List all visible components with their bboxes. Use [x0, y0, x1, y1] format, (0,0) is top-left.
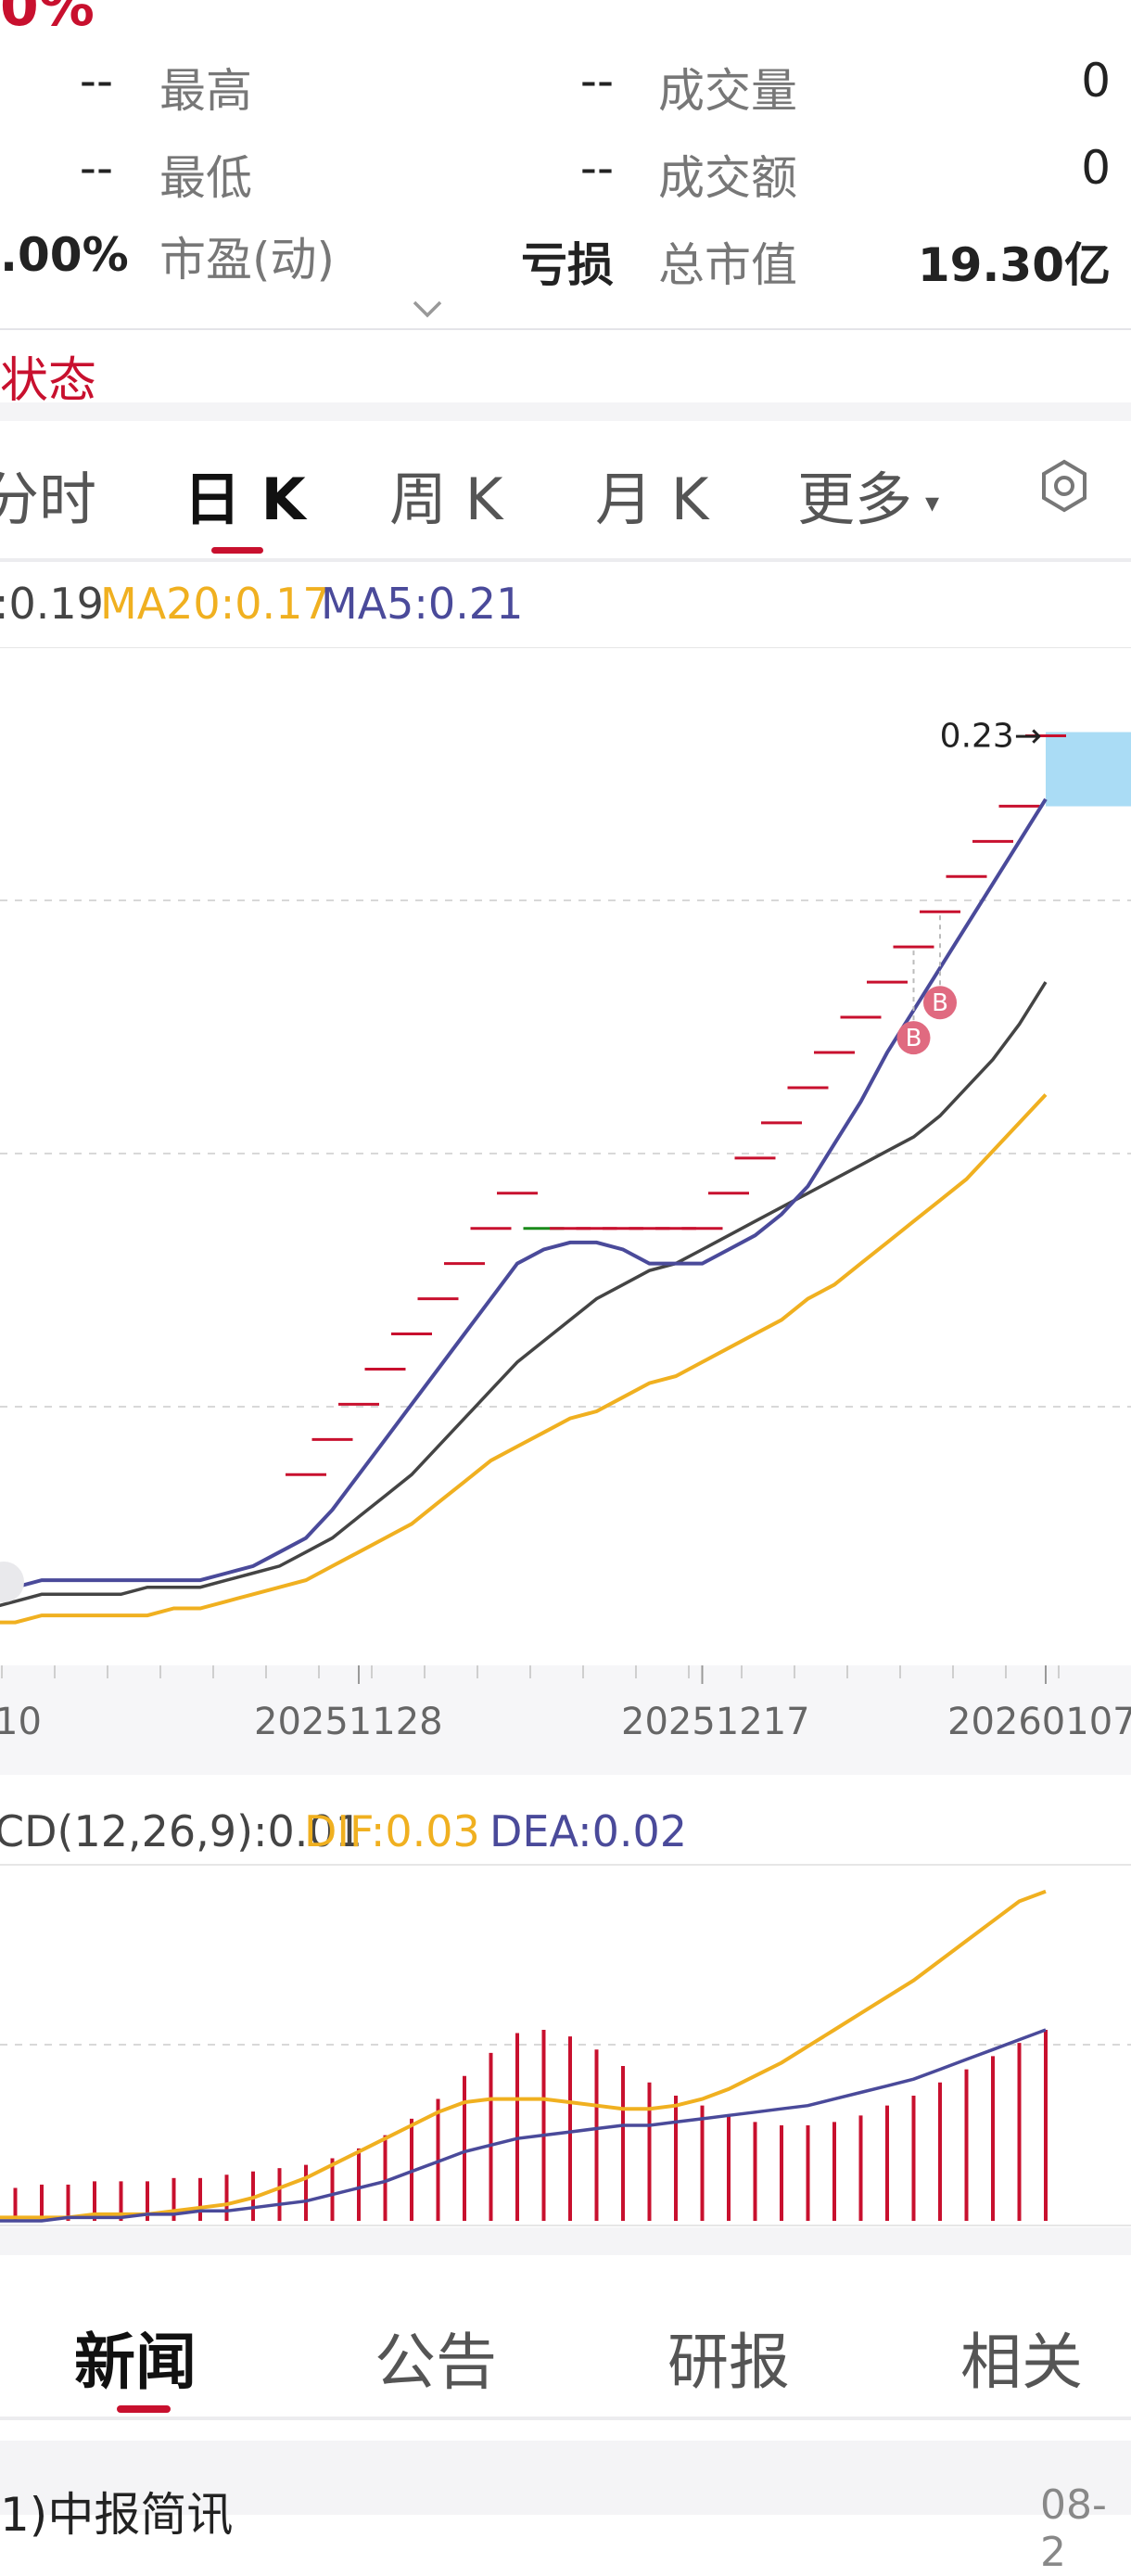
macd-legend: CD(12,26,9):0.01 — [0, 1806, 362, 1856]
ma20-line — [0, 1093, 1048, 1625]
x-axis-label-end: 20260107 — [947, 1701, 1131, 1743]
tab-more-label: 更多 — [797, 465, 913, 533]
active-tab-indicator — [211, 547, 263, 554]
ma5-legend: MA5:0.21 — [321, 579, 524, 629]
bottom-tab-indicator — [117, 2405, 171, 2413]
bottom-tabs-divider — [0, 2417, 1131, 2420]
divider — [0, 328, 1131, 330]
pe-label: 市盈(动) — [159, 233, 336, 287]
buy-signal-badge-1[interactable] — [923, 986, 957, 1020]
dea-legend: DEA:0.02 — [489, 1806, 688, 1856]
change-percent: 0% — [0, 0, 95, 39]
market-cap-value: 19.30亿 — [917, 238, 1111, 292]
news-date: 08-2 — [1040, 2481, 1107, 2576]
x-axis-ticks — [1, 1665, 1060, 1684]
price-highlight-block — [1046, 732, 1131, 807]
amount-label: 成交额 — [658, 151, 797, 205]
x-axis-label-start: 10 — [0, 1701, 42, 1743]
section-gap-2 — [0, 2227, 1131, 2255]
tab-announcements[interactable]: 公告 — [375, 2327, 497, 2398]
dropdown-arrow-icon: ▾ — [925, 487, 940, 520]
low-label: 最低 — [159, 151, 252, 205]
dea-line — [0, 2028, 1047, 2223]
news-title: 1)中报简讯 — [0, 2488, 234, 2542]
tab-intraday[interactable]: 分时 — [0, 465, 97, 533]
dif-legend: DIF:0.03 — [304, 1806, 480, 1856]
high-label: 最高 — [159, 64, 252, 118]
volume-label: 成交量 — [658, 64, 797, 118]
volume-value: 0 — [1081, 54, 1111, 108]
ma5-line — [0, 797, 1048, 1598]
chart-settings-icon[interactable] — [1036, 458, 1092, 514]
expand-chevron-icon[interactable] — [411, 293, 444, 326]
dif-line — [0, 1889, 1047, 2220]
low-mid-value: -- — [579, 141, 614, 195]
high-value: -- — [79, 54, 113, 108]
amount-value: 0 — [1081, 141, 1111, 195]
tab-news[interactable]: 新闻 — [74, 2327, 197, 2398]
market-cap-label: 总市值 — [658, 238, 797, 292]
status-label[interactable]: 状态 — [0, 353, 97, 409]
buy-signal-label-1: B — [932, 989, 948, 1017]
tab-more[interactable]: 更多 ▾ — [797, 453, 939, 536]
x-axis-label-mid1: 20251128 — [254, 1701, 443, 1743]
high-mid-value: -- — [579, 54, 614, 108]
tab-related[interactable]: 相关 — [960, 2327, 1083, 2398]
tabs-divider — [0, 558, 1131, 562]
scroll-handle[interactable] — [0, 1562, 24, 1602]
tab-daily-k[interactable]: 日 K — [184, 465, 306, 533]
turnover-value: .00% — [0, 228, 129, 282]
pe-value: 亏损 — [521, 238, 614, 292]
low-value: -- — [79, 141, 113, 195]
x-axis-band — [0, 1665, 1131, 1775]
tab-research[interactable]: 研报 — [667, 2327, 790, 2398]
tab-monthly-k[interactable]: 月 K — [595, 465, 709, 533]
news-item[interactable]: 1)中报简讯 08-2 — [0, 2441, 1131, 2576]
ma10-line — [0, 981, 1048, 1608]
x-axis-label-mid2: 20251217 — [621, 1701, 810, 1743]
tab-weekly-k[interactable]: 周 K — [389, 465, 503, 533]
buy-signal-badge-0[interactable] — [896, 1021, 931, 1055]
ma20-legend: MA20:0.17 — [100, 579, 330, 629]
buy-signal-label-0: B — [906, 1025, 922, 1052]
latest-price-marker: 0.23→ — [940, 718, 1042, 756]
macd-chart[interactable] — [0, 1864, 1131, 2227]
ma10-legend: :0.19 — [0, 579, 104, 629]
section-gap — [0, 402, 1131, 421]
kline-chart[interactable]: BB 0.23→ — [0, 647, 1131, 1665]
